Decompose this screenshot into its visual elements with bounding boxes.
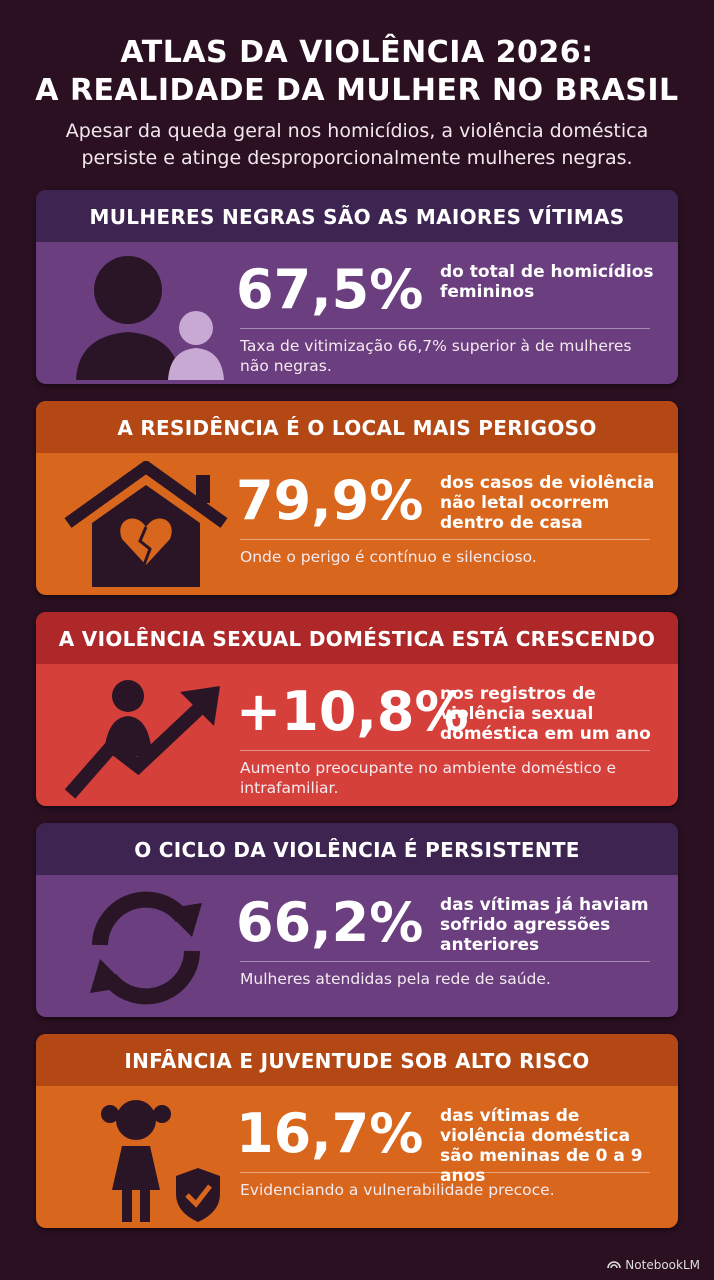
- stat-card: INFÂNCIA E JUVENTUDE SOB ALTO RISCO 16,7%…: [36, 1034, 678, 1228]
- brand: NotebookLM: [625, 1258, 700, 1272]
- stat-value: 67,5%: [236, 258, 424, 321]
- subtitle: Apesar da queda geral nos homicídios, a …: [65, 120, 649, 169]
- divider: [240, 961, 650, 962]
- brand-icon: [607, 1261, 622, 1269]
- footer: NotebookLM: [607, 1258, 700, 1272]
- icon-shape: [120, 518, 172, 565]
- icon-shape: [140, 1190, 150, 1222]
- stat-value: 16,7%: [236, 1102, 424, 1165]
- title: ATLAS DA VIOLÊNCIA 2026: A REALIDADE DA …: [0, 34, 714, 110]
- icon-shape: [64, 459, 228, 587]
- icon-shape: [196, 475, 210, 503]
- icon-shape: [90, 891, 202, 1005]
- stat-note: Onde o perigo é contínuo e silencioso.: [240, 548, 537, 566]
- icon-shape: [76, 332, 180, 380]
- icon-shape: [101, 1100, 220, 1222]
- icon-shape: [179, 311, 213, 345]
- stat-value: 79,9%: [236, 469, 424, 532]
- icon-shape: [138, 526, 152, 566]
- card-heading: A VIOLÊNCIA SEXUAL DOMÉSTICA ESTÁ CRESCE…: [36, 612, 678, 664]
- icon-shape: [112, 680, 144, 712]
- icon-shape: [164, 903, 202, 937]
- card-heading: INFÂNCIA E JUVENTUDE SOB ALTO RISCO: [36, 1034, 678, 1086]
- card-icon: [56, 459, 236, 591]
- stat-value: +10,8%: [236, 680, 469, 743]
- icon-shape: [176, 1168, 220, 1222]
- card-heading: MULHERES NEGRAS SÃO AS MAIORES VÍTIMAS: [36, 190, 678, 242]
- stat-description: nos registros de violência sexual domést…: [440, 684, 651, 744]
- stat-note: Mulheres atendidas pela rede de saúde.: [240, 970, 551, 988]
- card-icon: [56, 883, 236, 1013]
- icon-shape: [101, 1105, 119, 1123]
- icon-shape: [64, 680, 220, 799]
- card-icon: [56, 1094, 236, 1224]
- stat-note: Taxa de vitimização 66,7% superior à de …: [240, 337, 632, 375]
- stat-description: das vítimas de violência doméstica são m…: [440, 1106, 643, 1186]
- stat-value: 66,2%: [236, 891, 424, 954]
- card-icon: [56, 250, 236, 380]
- icon-shape: [90, 959, 128, 993]
- icon-shape: [92, 891, 189, 946]
- divider: [240, 539, 650, 540]
- icon-shape: [64, 459, 228, 528]
- icon-shape: [122, 1190, 132, 1222]
- card-heading: O CICLO DA VIOLÊNCIA É PERSISTENTE: [36, 823, 678, 875]
- stat-card: MULHERES NEGRAS SÃO AS MAIORES VÍTIMAS 67…: [36, 190, 678, 384]
- divider: [240, 328, 650, 329]
- icon-shape: [180, 686, 220, 726]
- icon-shape: [168, 348, 224, 380]
- stat-note: Evidenciando a vulnerabilidade precoce.: [240, 1181, 555, 1199]
- title-line: A REALIDADE DA MULHER NO BRASIL: [35, 73, 679, 108]
- icon-shape: [64, 696, 211, 799]
- card-icon: [56, 672, 236, 802]
- divider: [240, 750, 650, 751]
- stat-card: A VIOLÊNCIA SEXUAL DOMÉSTICA ESTÁ CRESCE…: [36, 612, 678, 806]
- icon-shape: [185, 1184, 212, 1208]
- icon-shape: [103, 950, 200, 1005]
- icon-shape: [112, 1146, 160, 1190]
- stat-card: A RESIDÊNCIA É O LOCAL MAIS PERIGOSO 79,9…: [36, 401, 678, 595]
- icon-shape: [116, 1100, 156, 1140]
- icon-shape: [153, 1105, 171, 1123]
- icon-shape: [106, 278, 150, 322]
- stat-note: Aumento preocupante no ambiente doméstic…: [240, 759, 617, 797]
- card-heading: A RESIDÊNCIA É O LOCAL MAIS PERIGOSO: [36, 401, 678, 453]
- stat-description: do total de homicídios femininos: [440, 262, 654, 302]
- stat-description: dos casos de violência não letal ocorrem…: [440, 473, 655, 533]
- stat-description: das vítimas já haviam sofrido agressões …: [440, 895, 649, 955]
- icon-shape: [76, 256, 224, 380]
- divider: [240, 1172, 650, 1173]
- title-line: ATLAS DA VIOLÊNCIA 2026:: [120, 35, 594, 70]
- stat-card: O CICLO DA VIOLÊNCIA É PERSISTENTE 66,2% d…: [36, 823, 678, 1017]
